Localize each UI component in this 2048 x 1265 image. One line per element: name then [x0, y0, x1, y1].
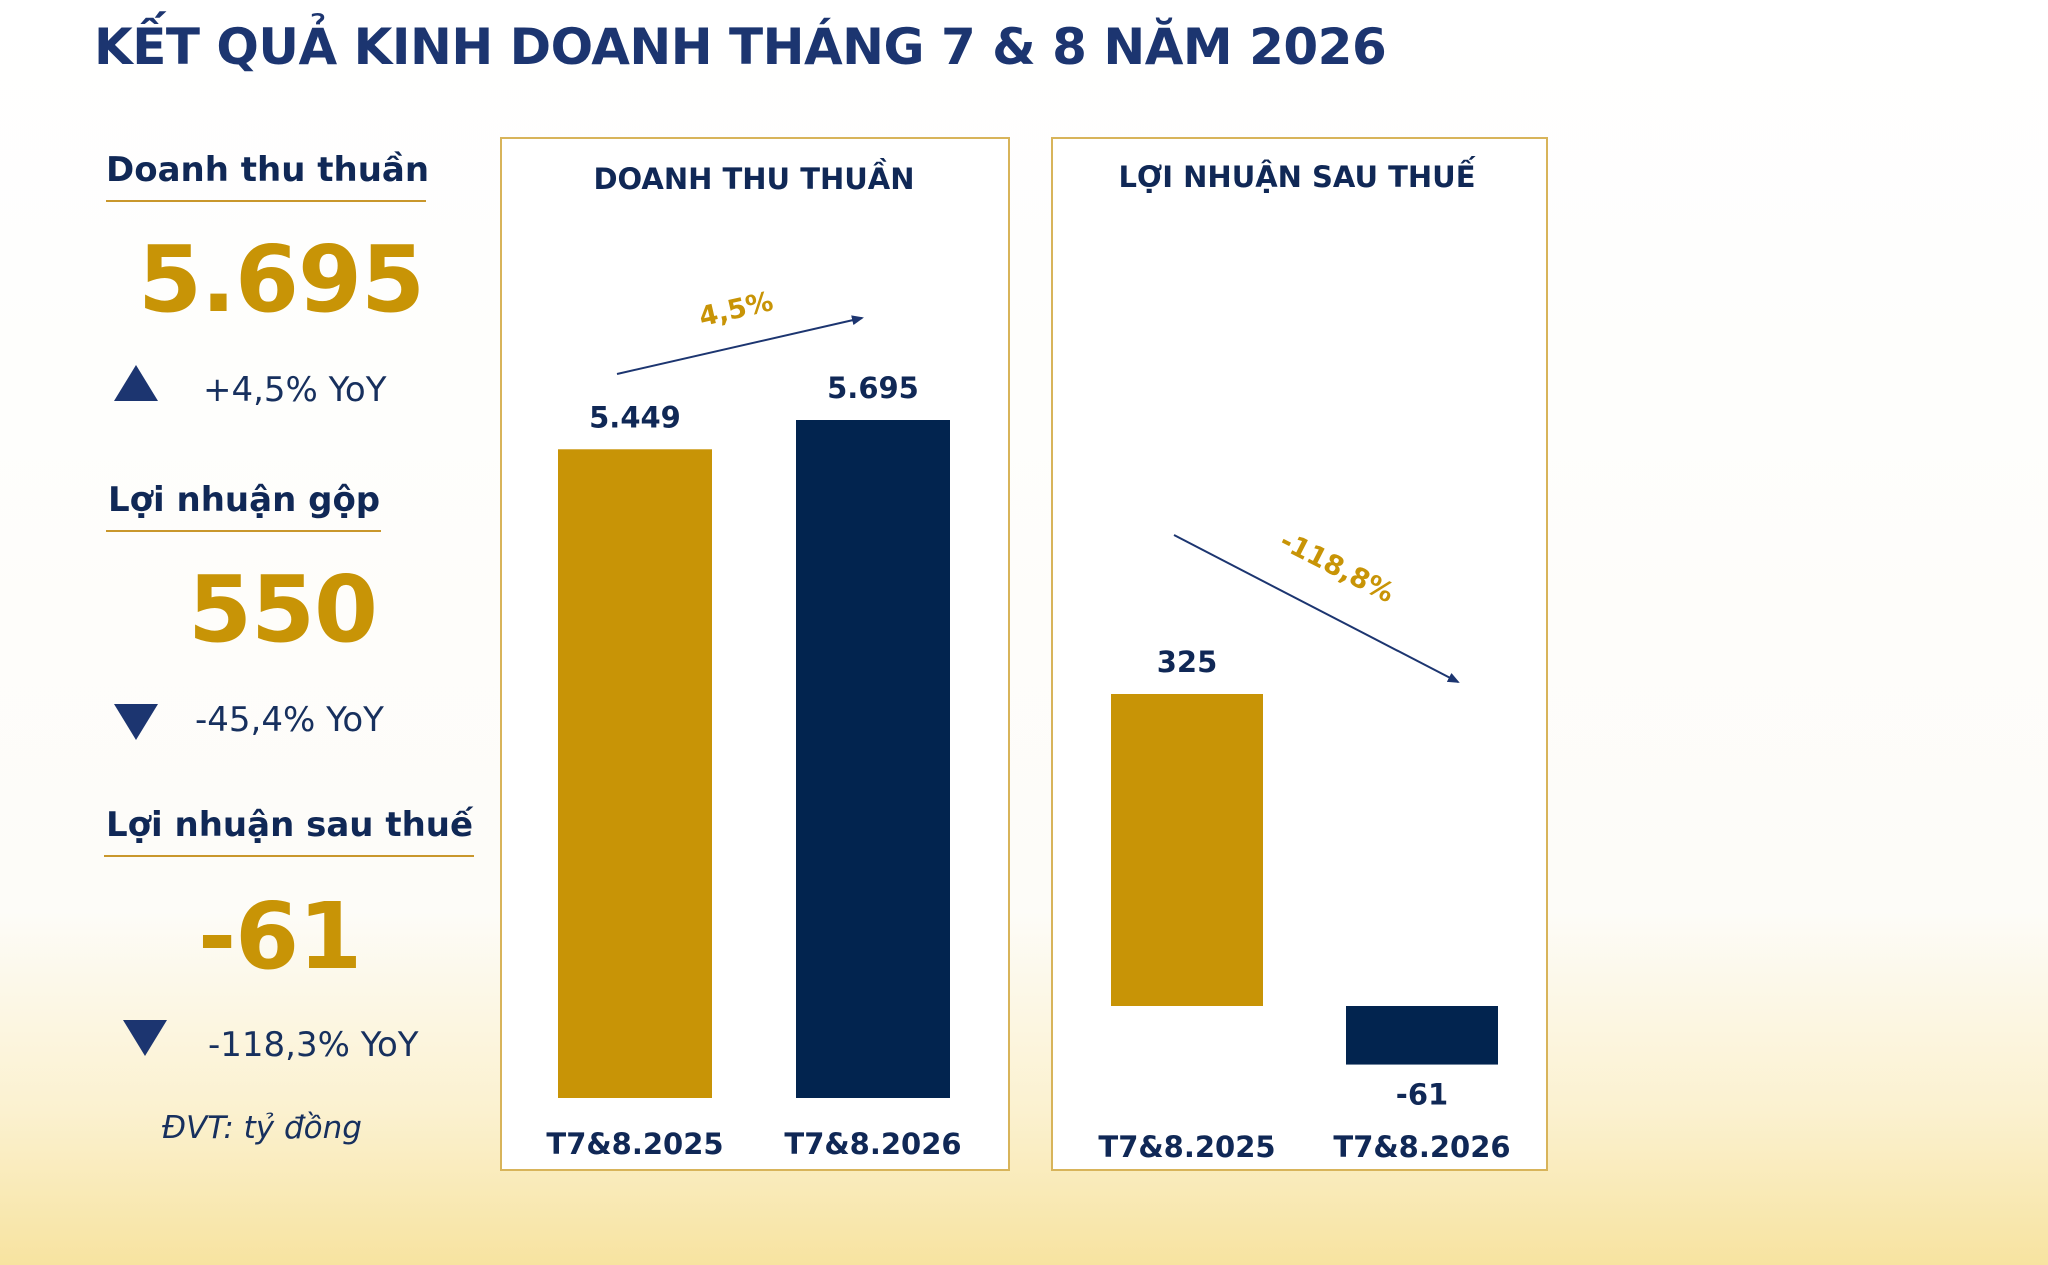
kpi-net-profit-underline [104, 855, 474, 857]
net-profit-value-label-1: 325 [1157, 645, 1218, 679]
kpi-gross-profit-value: 550 [188, 556, 378, 663]
revenue-category-label-1: T7&8.2025 [546, 1127, 723, 1161]
net-profit-category-label-2: T7&8.2026 [1333, 1130, 1510, 1164]
net-profit-bar-1 [1111, 694, 1263, 1006]
revenue-bar-1 [558, 449, 712, 1098]
down-arrow-icon [114, 704, 158, 740]
up-arrow-icon [114, 365, 158, 401]
net-profit-bar-2 [1346, 1006, 1498, 1065]
revenue-chart-title: DOANH THU THUẦN [593, 159, 914, 196]
revenue-value-label-2: 5.695 [827, 371, 919, 405]
net-profit-chart-title: LỢI NHUẬN SAU THUẾ [1118, 157, 1475, 194]
revenue-category-label-2: T7&8.2026 [784, 1127, 961, 1161]
revenue-value-label-1: 5.449 [589, 400, 681, 434]
unit-note: ĐVT: tỷ đồng [162, 1110, 362, 1146]
page-title: KẾT QUẢ KINH DOANH THÁNG 7 & 8 NĂM 2026 [94, 18, 1387, 76]
kpi-net-profit-label: Lợi nhuận sau thuế [106, 805, 474, 845]
kpi-revenue-underline [106, 200, 426, 202]
net-profit-value-label-2: -61 [1396, 1078, 1448, 1112]
kpi-revenue-yoy: +4,5% YoY [203, 370, 387, 410]
kpi-net-profit-yoy: -118,3% YoY [208, 1025, 419, 1065]
net-profit-category-label-1: T7&8.2025 [1098, 1130, 1275, 1164]
kpi-revenue-label: Doanh thu thuần [106, 150, 430, 190]
kpi-gross-profit-underline [106, 530, 381, 532]
kpi-gross-profit-label: Lợi nhuận gộp [108, 480, 381, 520]
kpi-net-profit-value: -61 [198, 883, 362, 990]
kpi-revenue-value: 5.695 [138, 226, 425, 333]
kpi-gross-profit-yoy: -45,4% YoY [195, 700, 384, 740]
net-profit-trend-arrow [1173, 534, 1460, 683]
revenue-trend-arrow [616, 315, 864, 375]
revenue-change-label: 4,5% [696, 286, 776, 333]
down-arrow-icon [123, 1020, 167, 1056]
revenue-bar-2 [796, 420, 950, 1098]
